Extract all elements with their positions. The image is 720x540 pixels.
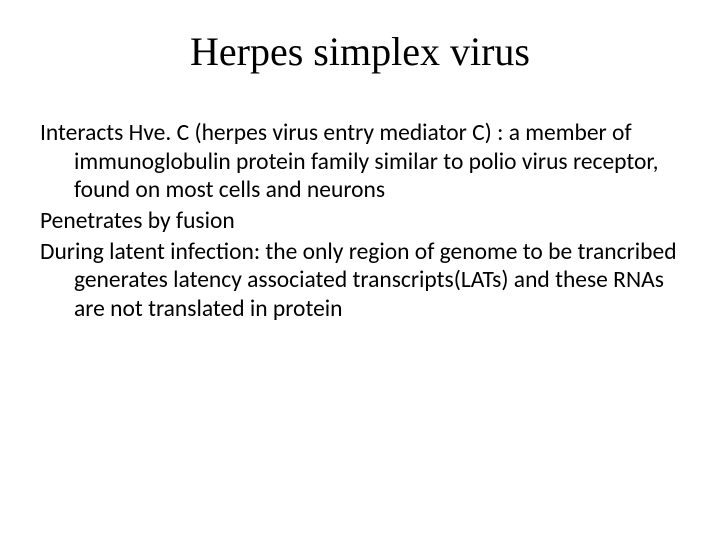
body-paragraph: During latent infection: the only region… (40, 238, 680, 324)
slide-title: Herpes simplex virus (40, 28, 680, 75)
slide-body: Interacts Hve. C (herpes virus entry med… (40, 119, 680, 324)
slide: Herpes simplex virus Interacts Hve. C (h… (0, 0, 720, 540)
body-paragraph: Penetrates by fusion (40, 207, 680, 236)
body-paragraph: Interacts Hve. C (herpes virus entry med… (40, 119, 680, 205)
